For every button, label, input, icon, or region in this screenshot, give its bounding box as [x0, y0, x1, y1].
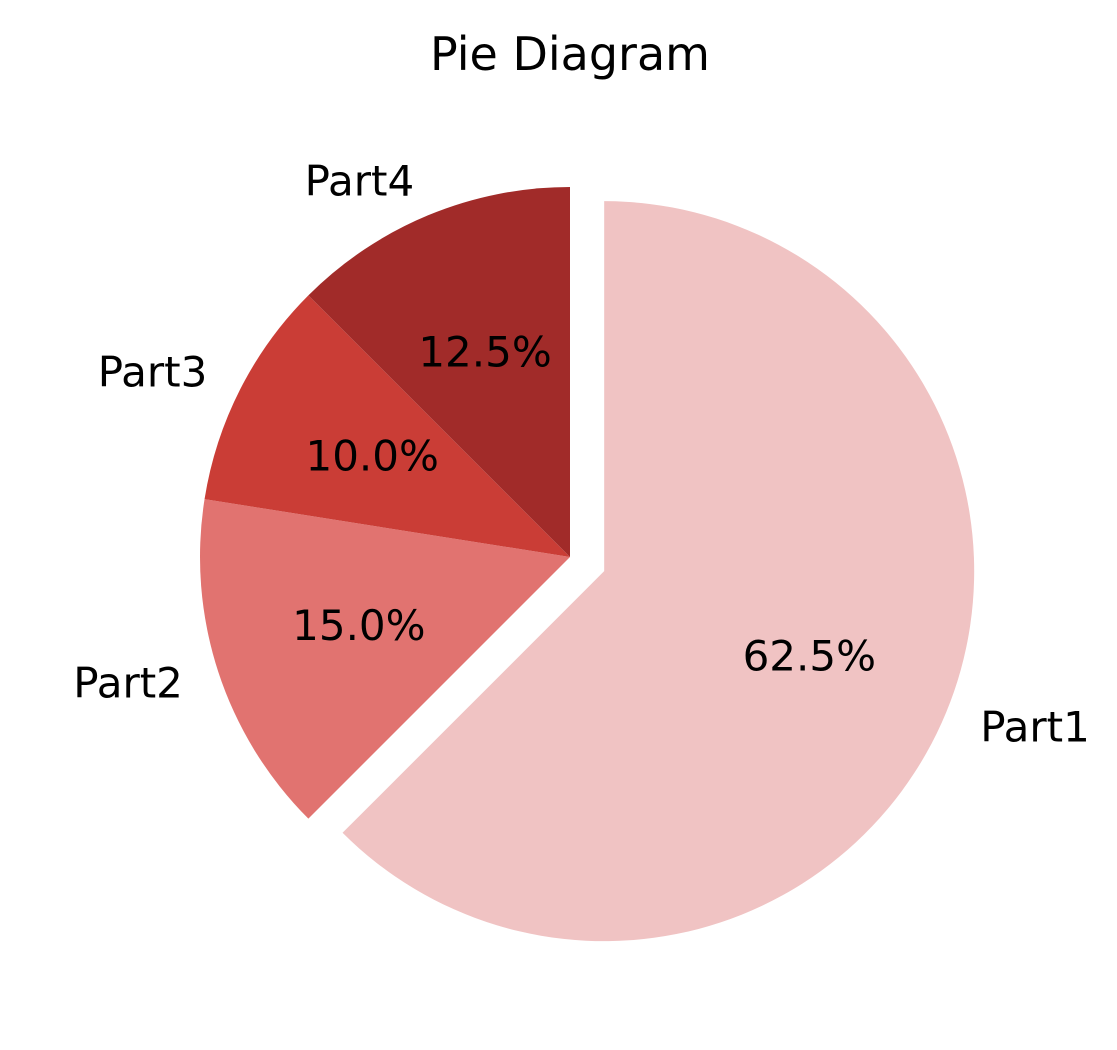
pie-slice-part1: [342, 201, 975, 942]
slice-label-part4: Part4: [305, 156, 415, 205]
pie-slice-part4: [308, 187, 570, 557]
pie-slice-part2: [200, 499, 570, 819]
chart-title: Pie Diagram: [430, 27, 710, 81]
pie-slices: [200, 187, 975, 942]
percent-label-part1: 62.5%: [743, 632, 876, 681]
percent-label-part4: 12.5%: [418, 327, 551, 376]
slice-label-part2: Part2: [73, 658, 183, 707]
percent-label-part3: 10.0%: [305, 432, 438, 481]
slice-label-part1: Part1: [980, 702, 1090, 751]
percent-label-part2: 15.0%: [292, 601, 425, 650]
pie-labels: Part1 62.5% Part2 15.0% Part3 10.0% Part4 12.5%: [73, 156, 1090, 751]
slice-label-part3: Part3: [98, 348, 208, 397]
pie-slice-part3: [204, 295, 571, 557]
